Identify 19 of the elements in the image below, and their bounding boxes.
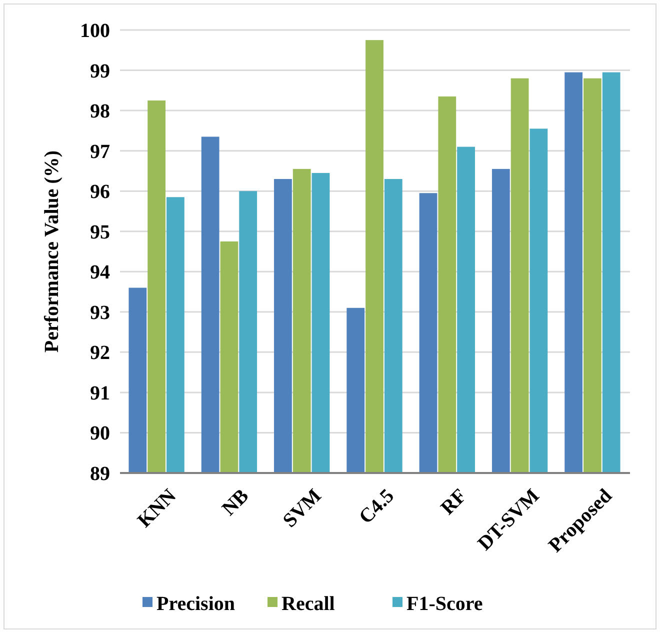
y-tick-label: 92 xyxy=(90,342,110,364)
y-tick-label: 97 xyxy=(90,140,110,163)
y-tick-label: 91 xyxy=(90,382,110,404)
legend-label: Precision xyxy=(156,593,236,615)
x-tick-label: C4.5 xyxy=(354,484,398,528)
y-tick-label: 93 xyxy=(90,302,110,324)
y-tick-label: 96 xyxy=(90,181,110,204)
x-tick-label: NB xyxy=(218,484,254,520)
y-tick-label: 99 xyxy=(90,60,110,82)
y-tick-label: 90 xyxy=(90,422,110,445)
y-tick-label: 94 xyxy=(90,262,110,284)
x-tick-label: RF xyxy=(436,484,472,520)
legend-label: F1-Score xyxy=(406,593,483,615)
y-axis-title: Performance Value (%) xyxy=(41,150,63,353)
y-tick-label: 98 xyxy=(90,100,110,123)
y-tick-label: 89 xyxy=(90,463,110,485)
y-tick-label: 95 xyxy=(90,221,110,244)
legend-label: Recall xyxy=(282,593,336,615)
y-tick-label: 100 xyxy=(80,20,110,42)
